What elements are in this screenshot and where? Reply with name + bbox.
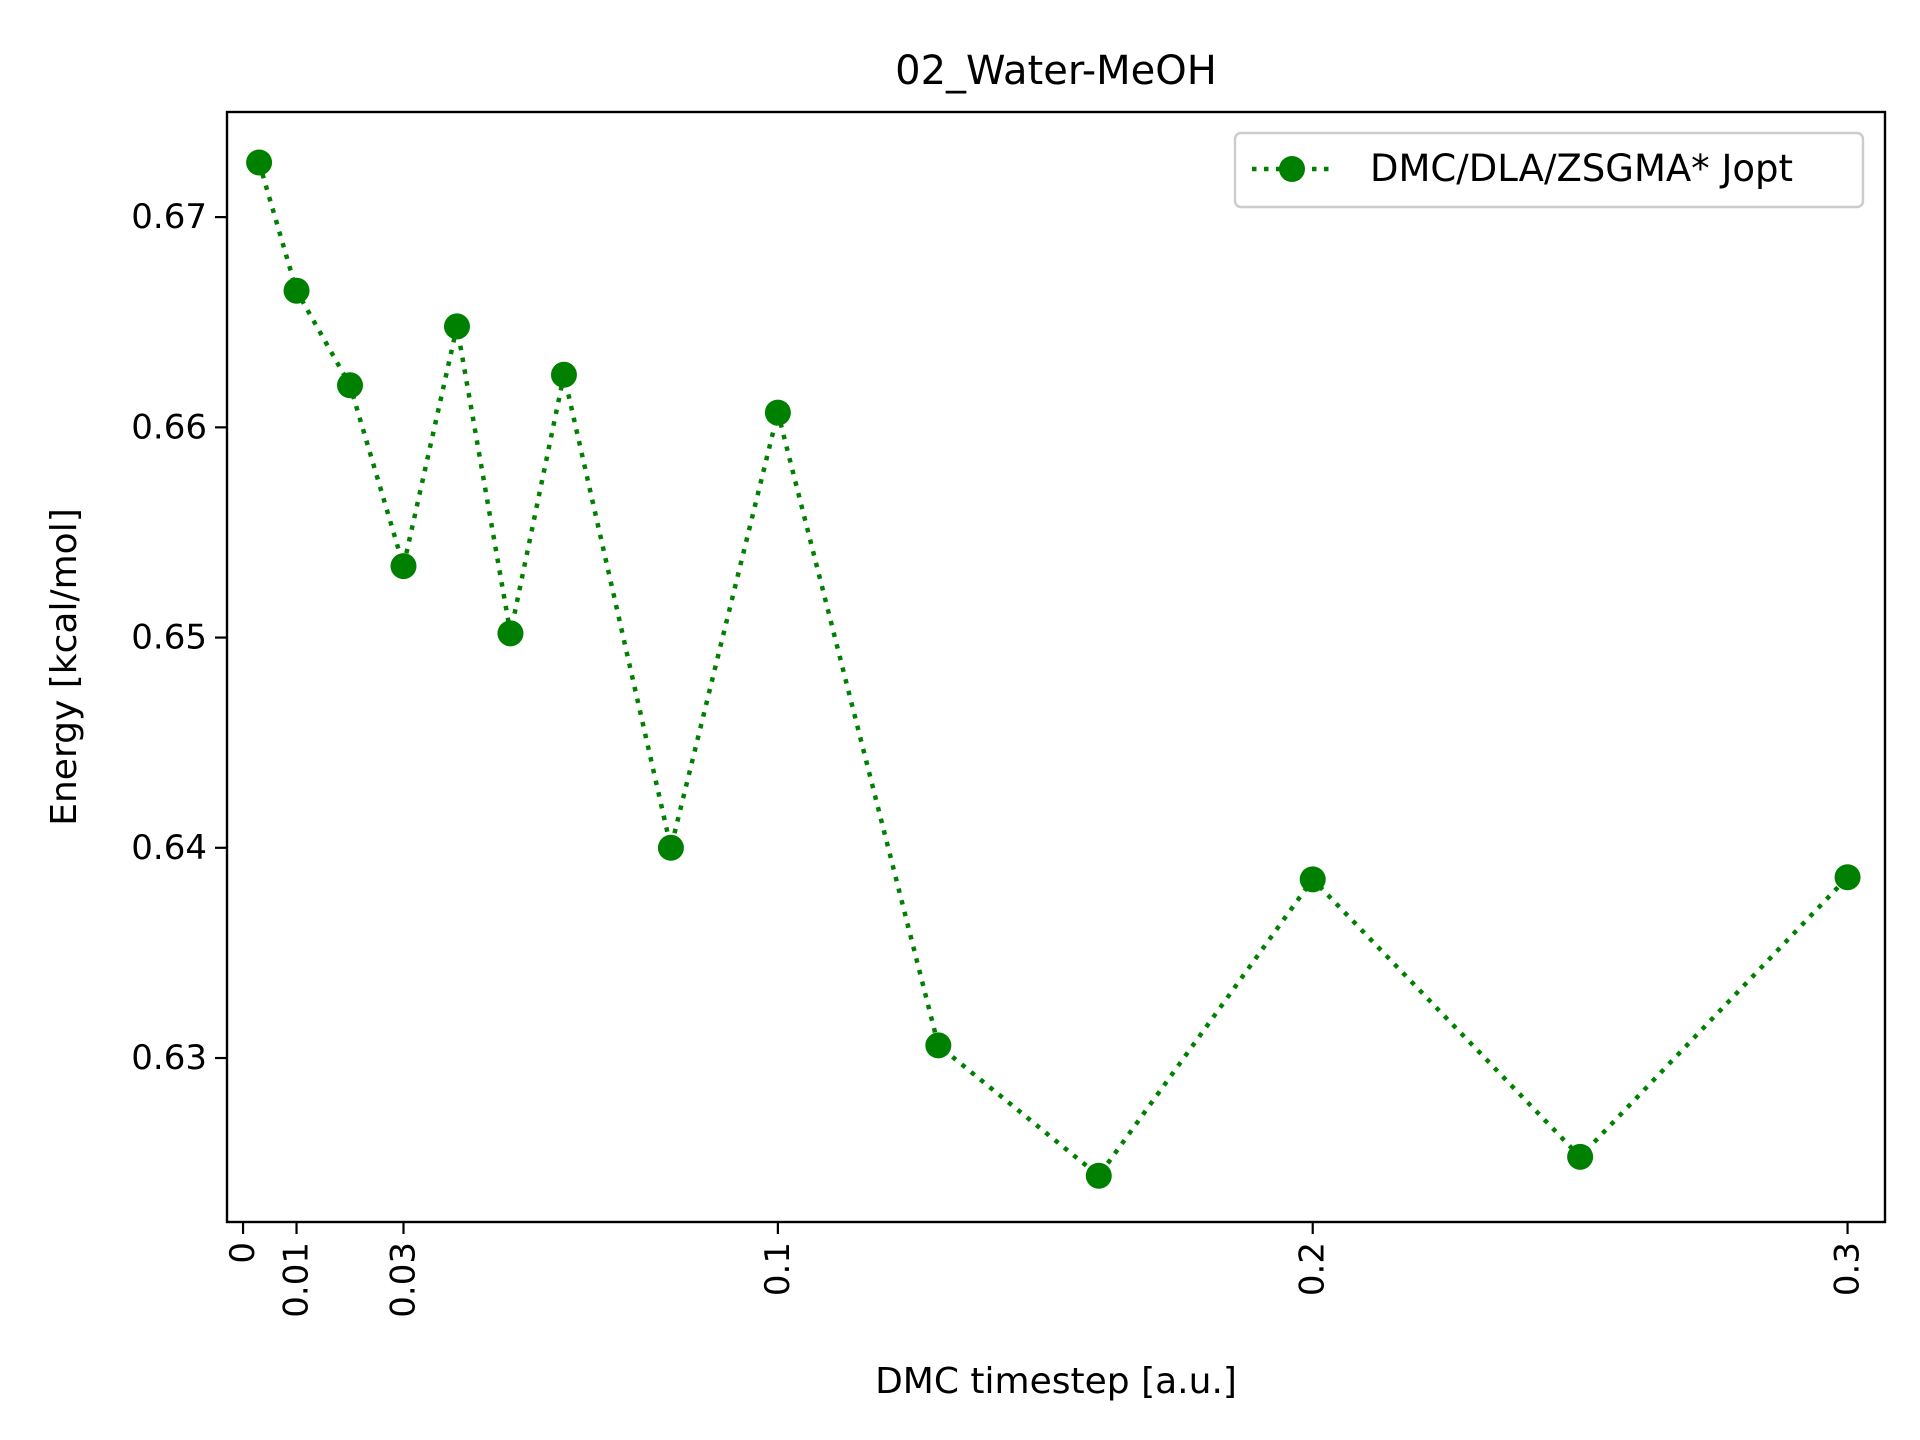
- legend: DMC/DLA/ZSGMA* Jopt: [1233, 131, 1865, 209]
- y-tick-label: 0.66: [131, 407, 207, 447]
- data-point: [283, 277, 310, 304]
- data-point: [764, 399, 791, 426]
- plot-frame: [225, 110, 1887, 1224]
- data-point: [550, 361, 577, 388]
- x-tick-label: 0.03: [383, 1242, 423, 1318]
- x-tick-label: 0.3: [1828, 1242, 1868, 1296]
- y-tick-label: 0.65: [131, 618, 207, 658]
- data-point: [337, 372, 364, 399]
- series-layer: [246, 149, 1861, 1189]
- x-axis-ticks: 0 0.01 0.03 0.1 0.2 0.3: [223, 1222, 1868, 1318]
- x-tick-label: 0.2: [1293, 1242, 1333, 1296]
- data-point: [1834, 864, 1861, 891]
- data-point: [1299, 866, 1326, 893]
- data-point: [497, 620, 524, 647]
- legend-box: [1233, 131, 1865, 209]
- y-tick-label: 0.64: [131, 828, 207, 868]
- data-point: [657, 834, 684, 861]
- y-axis-ticks: 0.63 0.64 0.65 0.66 0.67: [131, 197, 227, 1078]
- legend-marker-swatch: [1279, 156, 1305, 182]
- series-line: [256, 161, 1850, 1179]
- x-tick-label: 0: [223, 1242, 263, 1264]
- legend-label: DMC/DLA/ZSGMA* Jopt: [1370, 147, 1793, 190]
- x-tick-label: 0.01: [277, 1242, 317, 1318]
- data-point: [443, 313, 470, 340]
- data-point: [390, 553, 417, 580]
- x-axis-title: DMC timestep [a.u.]: [875, 1361, 1237, 1402]
- x-tick-label: 0.1: [758, 1242, 798, 1296]
- chart-title: 02_Water-MeOH: [895, 48, 1217, 94]
- data-point: [1085, 1162, 1112, 1189]
- data-point: [1567, 1143, 1594, 1170]
- data-point: [246, 149, 273, 176]
- data-point: [925, 1032, 952, 1059]
- y-tick-label: 0.63: [131, 1038, 207, 1078]
- y-axis-title: Energy [kcal/mol]: [44, 508, 85, 826]
- y-tick-label: 0.67: [131, 197, 207, 237]
